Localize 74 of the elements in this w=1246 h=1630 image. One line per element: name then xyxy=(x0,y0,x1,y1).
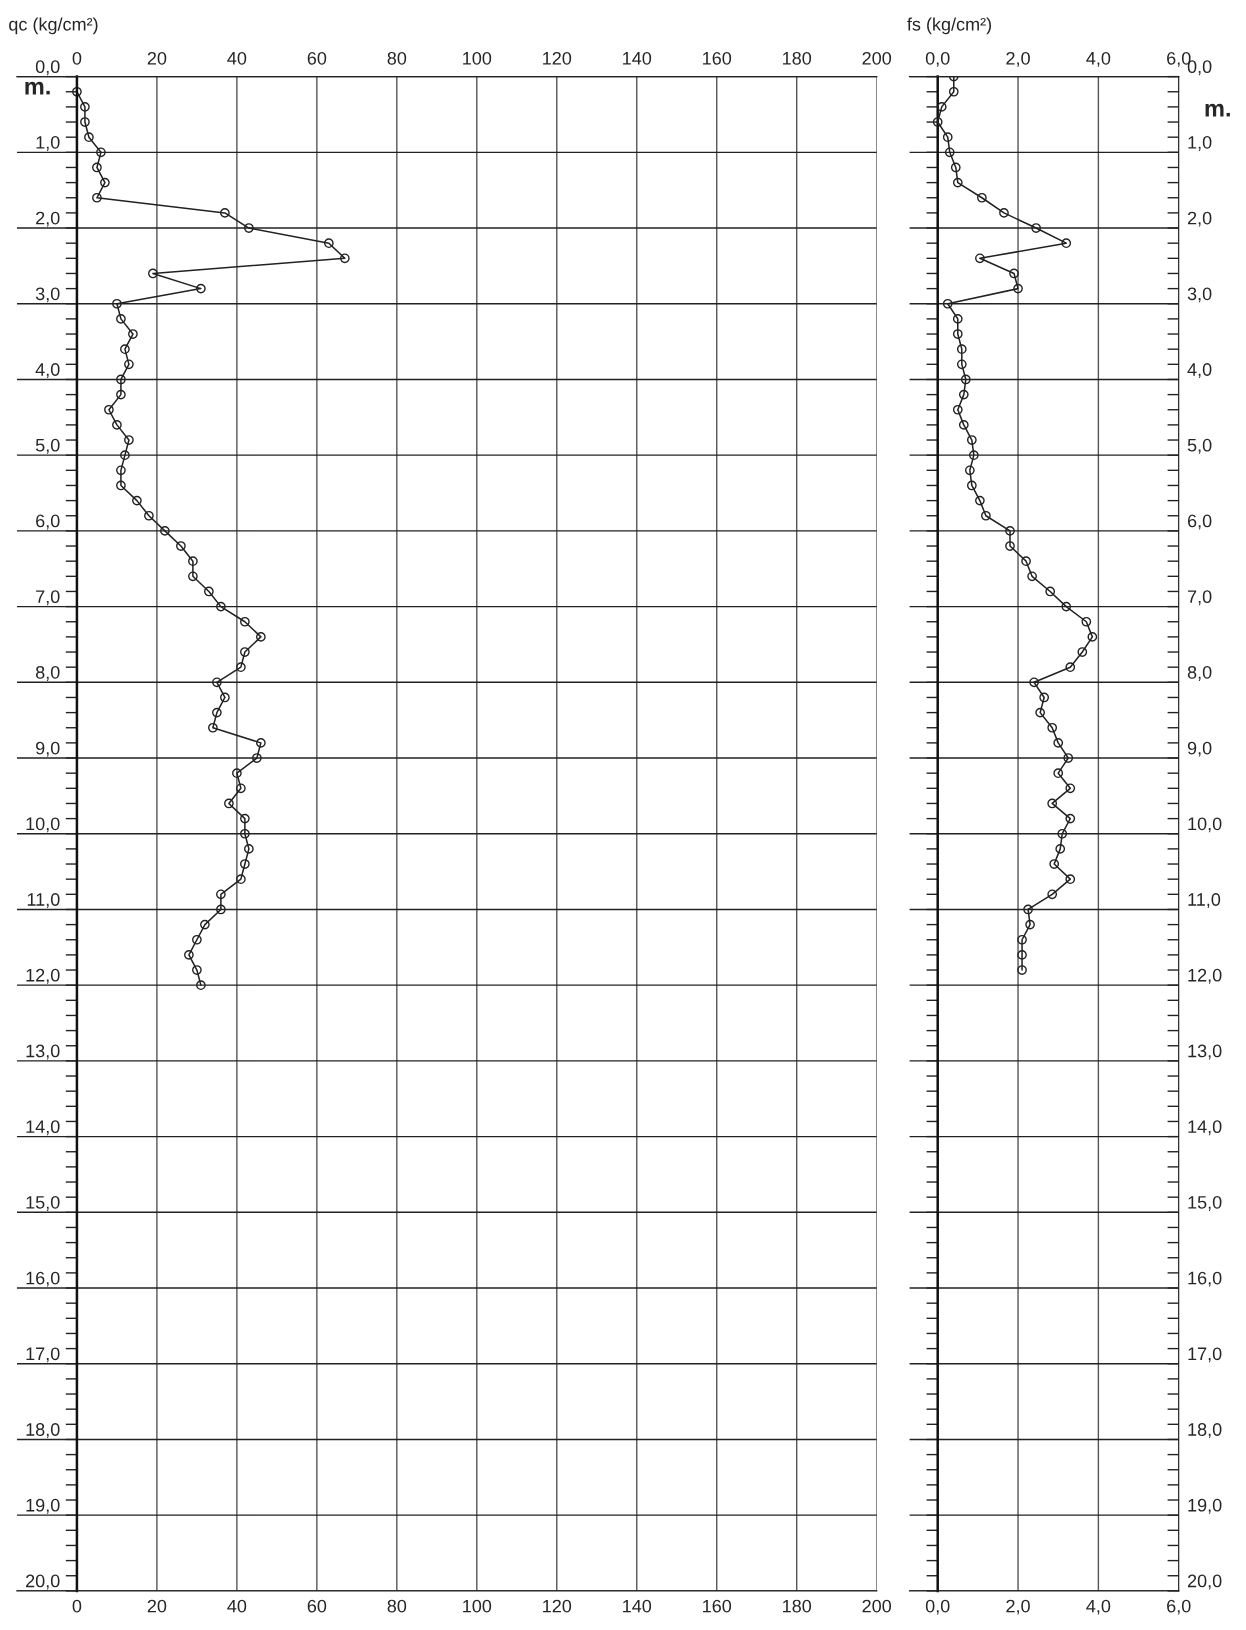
y-tick-label: 1,0 xyxy=(36,135,60,151)
x-tick-label: 140 xyxy=(623,1599,652,1613)
y2-tick-label: 7,0 xyxy=(1187,590,1212,606)
y-tick-label: 10,0 xyxy=(26,817,60,833)
y-tick-label: 4,0 xyxy=(35,363,60,379)
x2-tick-label: 0 xyxy=(72,51,82,65)
x-tick-label: 120 xyxy=(543,1599,572,1613)
x-tick-label: 40 xyxy=(227,1599,247,1613)
y-tick-label: 6,0 xyxy=(36,514,60,530)
y-tick-label: 8,0 xyxy=(35,665,60,681)
x-tick-label: 20 xyxy=(147,1599,167,1613)
x2-tick-label: 2,0 xyxy=(1006,51,1030,67)
y2-tick-label: 19,0 xyxy=(1188,1498,1222,1514)
y2-tick-label: 15,0 xyxy=(1188,1195,1222,1211)
y-tick-label: 12,0 xyxy=(26,968,60,984)
y2-tick-label: 2,0 xyxy=(1187,211,1212,227)
y-tick-label: 2,0 xyxy=(36,211,60,227)
x-axis-title: fs (kg/cm²) xyxy=(907,17,992,35)
y2-tick-label: 10,0 xyxy=(1188,817,1222,833)
y-tick-label: 11,0 xyxy=(27,893,60,909)
y-tick-label: 9,0 xyxy=(36,741,60,757)
y-tick-label: 15,0 xyxy=(26,1195,60,1211)
x-tick-label: 100 xyxy=(463,1599,492,1613)
x-tick-label: 60 xyxy=(307,1599,327,1613)
y-tick-label: 19,0 xyxy=(26,1498,60,1514)
x2-tick-label: 160 xyxy=(703,51,732,65)
y2-tick-label: 6,0 xyxy=(1187,514,1212,530)
y2-tick-label: 9,0 xyxy=(1187,741,1212,757)
y2-tick-label: 20,0 xyxy=(1187,1574,1222,1590)
y-tick-label: 14,0 xyxy=(26,1120,60,1136)
x-axis-title: qc (kg/cm²) xyxy=(9,17,98,35)
x-tick-label: 6,0 xyxy=(1167,1599,1191,1615)
x2-tick-label: 120 xyxy=(543,51,572,65)
y-tick-label: 0,0 xyxy=(35,60,60,76)
x-tick-label: 180 xyxy=(783,1599,812,1613)
x-tick-label: 2,0 xyxy=(1006,1599,1030,1615)
y-tick-label: 16,0 xyxy=(26,1271,60,1287)
y-tick-label: 20,0 xyxy=(26,1574,60,1590)
x2-tick-label: 80 xyxy=(387,51,407,65)
y-tick-label: 5,0 xyxy=(35,438,60,454)
y-tick-label: 7,0 xyxy=(36,590,60,606)
y-axis-title: m. xyxy=(25,81,50,95)
y2-tick-label: 11,0 xyxy=(1188,893,1221,909)
y2-tick-label: 17,0 xyxy=(1188,1347,1222,1363)
x2-tick-label: 60 xyxy=(307,51,327,65)
y2-tick-label: 5,0 xyxy=(1187,438,1212,454)
y-tick-label: 17,0 xyxy=(26,1347,60,1363)
y2-tick-label: 1,0 xyxy=(1188,135,1212,151)
y2-tick-label: 12,0 xyxy=(1188,968,1222,984)
y2-tick-label: 16,0 xyxy=(1188,1271,1222,1287)
x-tick-label: 200 xyxy=(862,1599,892,1613)
x-tick-label: 4,0 xyxy=(1086,1599,1111,1615)
x2-tick-label: 0,0 xyxy=(925,51,950,67)
y2-tick-label: 3,0 xyxy=(1187,287,1212,303)
x2-tick-label: 20 xyxy=(147,51,167,65)
x2-tick-label: 40 xyxy=(227,51,247,65)
x2-tick-label: 140 xyxy=(623,51,652,65)
y2-tick-label: 18,0 xyxy=(1188,1423,1222,1439)
y-tick-label: 13,0 xyxy=(26,1044,60,1060)
y2-tick-label: 4,0 xyxy=(1187,363,1212,379)
y-tick-label: 18,0 xyxy=(26,1423,60,1439)
x2-tick-label: 200 xyxy=(862,51,892,65)
x-tick-label: 160 xyxy=(703,1599,732,1613)
x2-tick-label: 100 xyxy=(463,51,492,65)
y2-tick-label: 8,0 xyxy=(1187,665,1212,681)
y2-axis-title: m. xyxy=(1205,103,1230,117)
y-tick-label: 3,0 xyxy=(35,287,60,303)
x-tick-label: 80 xyxy=(387,1599,407,1613)
x-tick-label: 0 xyxy=(72,1599,82,1613)
x2-tick-label: 4,0 xyxy=(1086,51,1111,67)
x2-tick-label: 180 xyxy=(783,51,812,65)
y2-tick-label: 14,0 xyxy=(1188,1120,1222,1136)
x-tick-label: 0,0 xyxy=(925,1599,950,1615)
y2-tick-label: 13,0 xyxy=(1188,1044,1222,1060)
